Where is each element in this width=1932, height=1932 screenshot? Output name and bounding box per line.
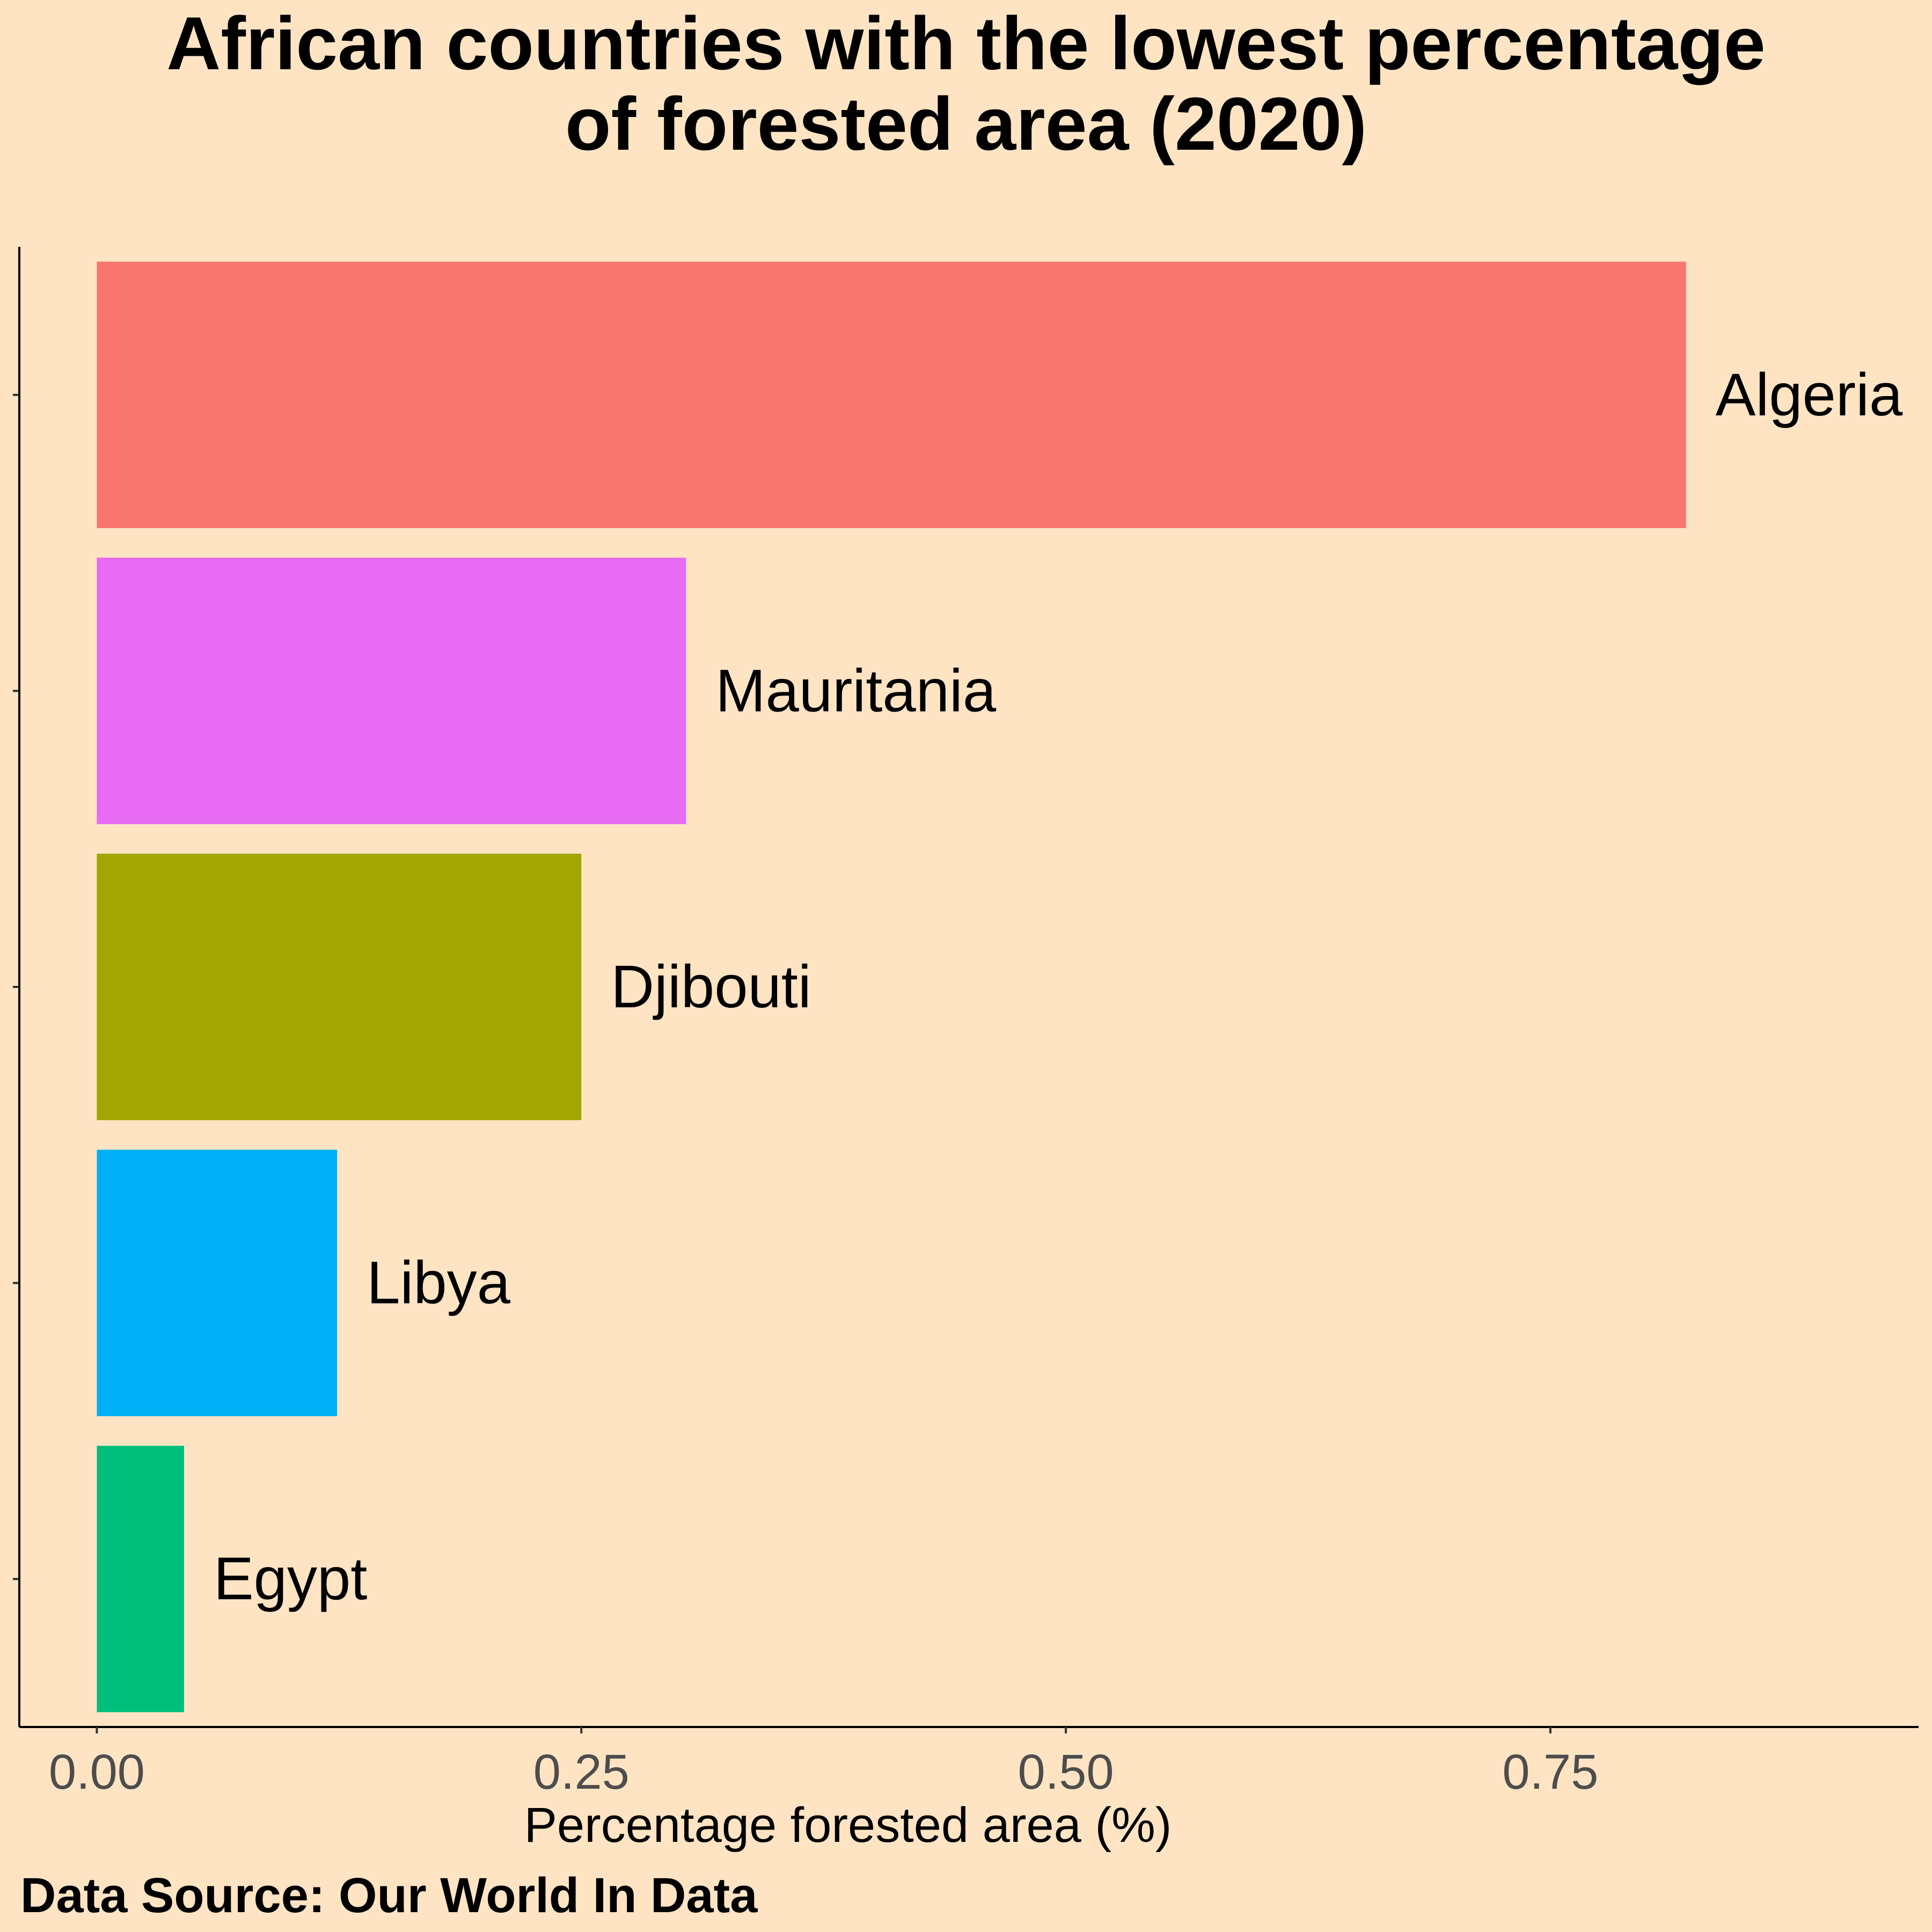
bar-mauritania xyxy=(97,558,686,824)
bar-label-algeria: Algeria xyxy=(1716,361,1903,428)
bar-label-libya: Libya xyxy=(367,1249,510,1316)
x-tick-label-0: 0.00 xyxy=(49,1745,145,1799)
bar-djibouti xyxy=(97,853,582,1121)
axes-layer: 0.00 0.25 0.50 0.75 xyxy=(13,247,1919,1799)
bar-label-djibouti: Djibouti xyxy=(611,953,811,1020)
x-tick-label-1: 0.25 xyxy=(533,1745,630,1799)
x-tick-label-2: 0.50 xyxy=(1018,1745,1114,1799)
bars-layer xyxy=(97,261,1686,1713)
x-tick-label-3: 0.75 xyxy=(1502,1745,1598,1799)
bar-libya xyxy=(97,1150,338,1416)
bar-egypt xyxy=(97,1445,184,1713)
chart-title-line-2: of forested area (2020) xyxy=(565,82,1367,166)
chart-title: African countries with the lowest percen… xyxy=(0,0,1932,164)
bar-algeria xyxy=(97,261,1686,529)
x-axis-title: Percentage forested area (%) xyxy=(524,1798,1172,1853)
data-source-caption: Data Source: Our World In Data xyxy=(20,1868,758,1923)
chart-title-line-1: African countries with the lowest percen… xyxy=(166,1,1766,85)
bar-labels-layer: Algeria Mauritania Djibouti Libya Egypt xyxy=(214,361,1903,1612)
bar-label-mauritania: Mauritania xyxy=(715,657,997,724)
bar-label-egypt: Egypt xyxy=(214,1545,367,1612)
